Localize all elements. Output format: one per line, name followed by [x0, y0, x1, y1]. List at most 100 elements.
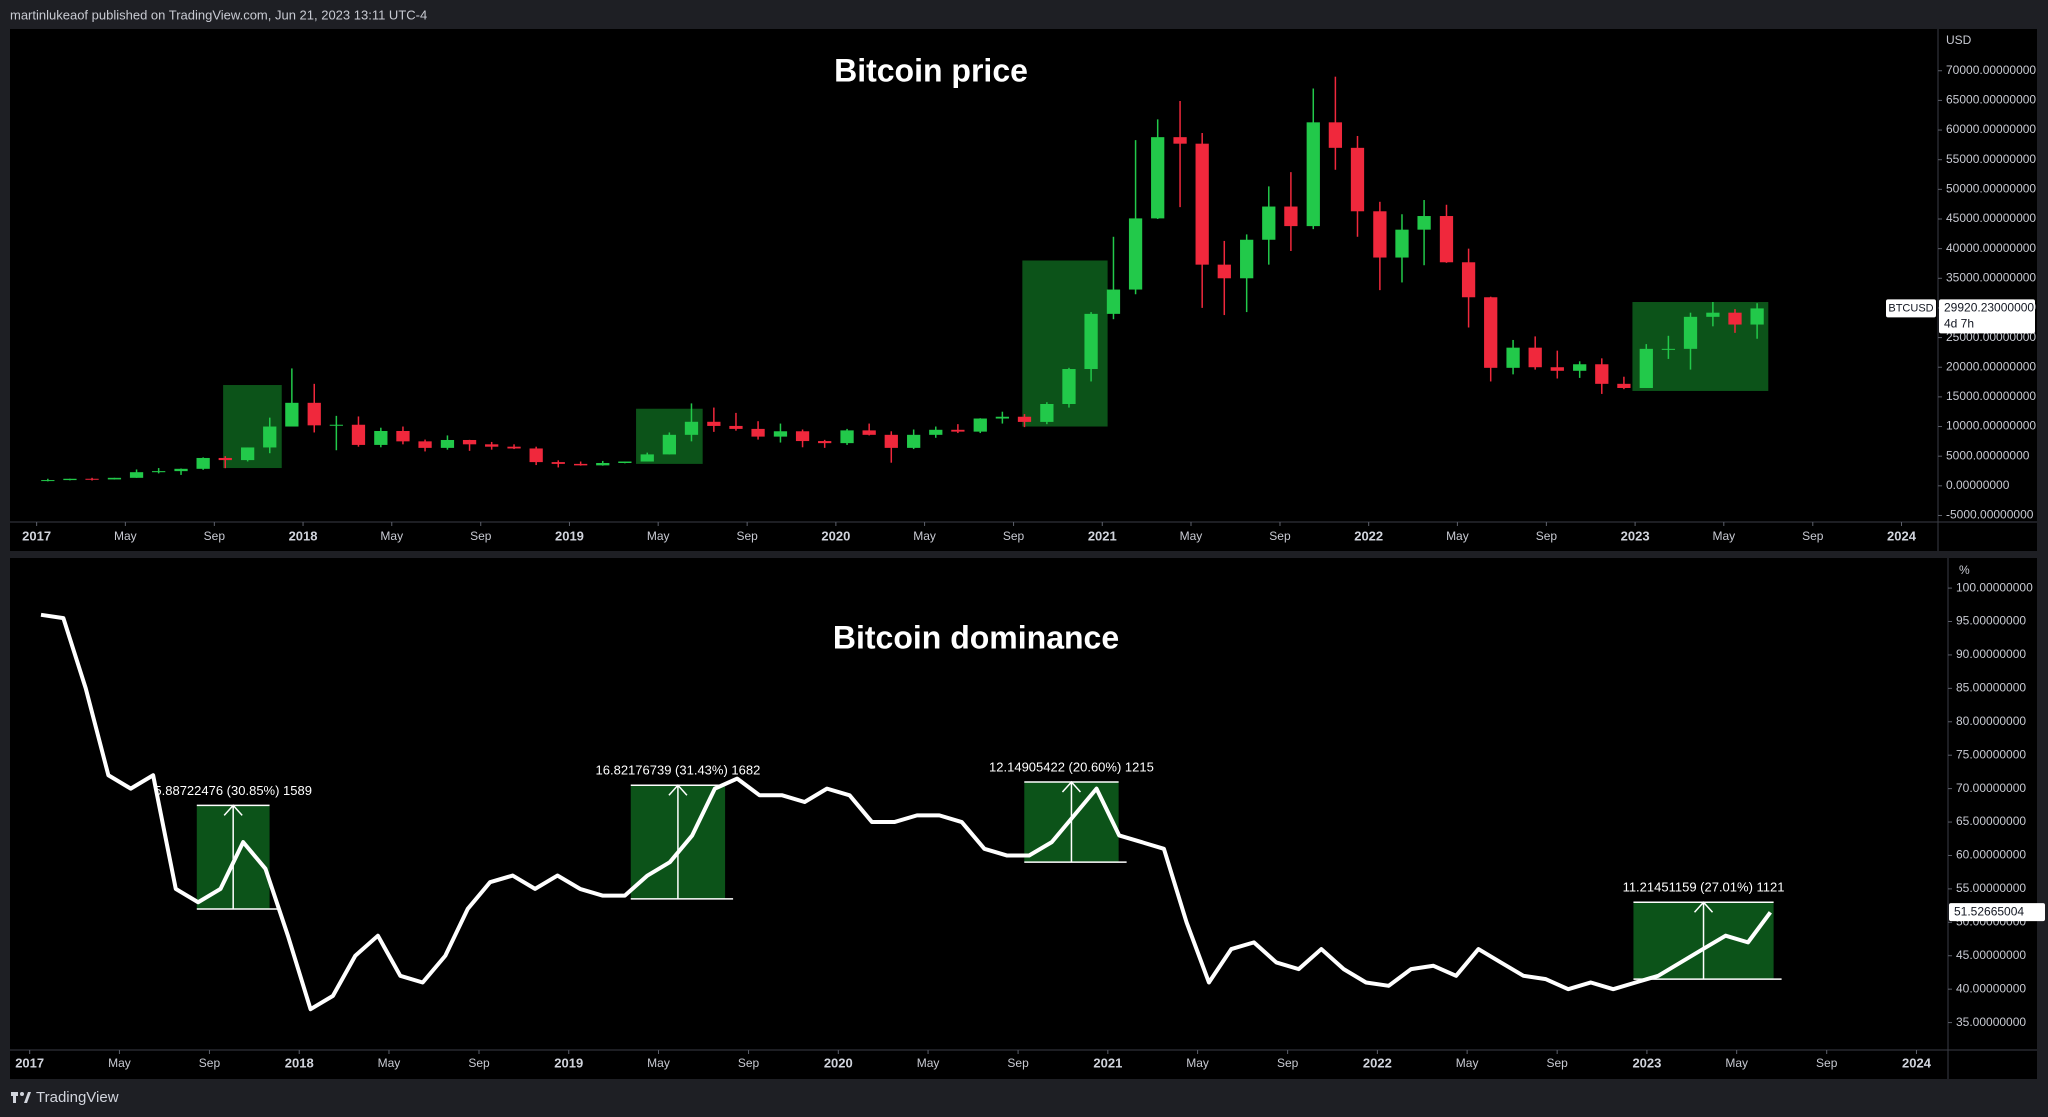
- byline: martinlukeaof published on TradingView.c…: [10, 7, 427, 22]
- measure-arrow: [223, 804, 243, 909]
- x-tick-label: Sep: [1007, 1056, 1029, 1070]
- candle-body: [218, 457, 232, 461]
- candle-body: [1284, 206, 1298, 227]
- y-tick-label: 65.00000000: [1956, 814, 2026, 828]
- y-tick-label: 60000.00000000: [1946, 122, 2036, 136]
- x-tick-label: 2020: [824, 1055, 853, 1070]
- candle-body: [174, 468, 188, 472]
- candle-body: [41, 480, 55, 482]
- candle-body: [662, 434, 676, 455]
- y-tick-label: 20000.00000000: [1946, 359, 2036, 373]
- candle-body: [1461, 262, 1476, 298]
- x-tick-label: Sep: [470, 529, 492, 543]
- x-tick-label: Sep: [738, 1056, 760, 1070]
- last-value: 29920.23000000: [1944, 301, 2034, 315]
- dominance-line: [40, 612, 1772, 1012]
- candle-body: [729, 425, 743, 429]
- y-tick-label: 70000.00000000: [1946, 63, 2036, 77]
- candle-body: [1217, 264, 1231, 279]
- x-tick-label: Sep: [1546, 1056, 1568, 1070]
- y-tick-label: 35000.00000000: [1946, 270, 2036, 284]
- candle-body: [862, 430, 876, 435]
- candle-body: [1328, 122, 1343, 148]
- x-tick-label: May: [1446, 529, 1469, 543]
- candle-body: [107, 477, 122, 480]
- candle-body: [1550, 367, 1564, 371]
- candle-body: [1017, 416, 1032, 422]
- candle-body: [1661, 348, 1676, 350]
- candle-body: [529, 448, 543, 463]
- candle-body: [640, 454, 654, 462]
- brand: TradingView: [36, 1089, 119, 1106]
- candle-body: [929, 429, 943, 435]
- y-tick-label: 35.00000000: [1956, 1015, 2026, 1029]
- candle-body: [440, 439, 455, 448]
- candle-body: [1084, 313, 1098, 370]
- candle-body: [751, 428, 765, 437]
- x-tick-label: 2019: [555, 528, 584, 543]
- x-tick-label: 2023: [1632, 1055, 1661, 1070]
- x-tick-label: 2020: [821, 528, 850, 543]
- y-tick-label: 100.00000000: [1956, 580, 2033, 594]
- x-tick-label: 2019: [554, 1055, 583, 1070]
- x-tick-label: Sep: [1536, 529, 1558, 543]
- y-tick-label: 85.00000000: [1956, 681, 2026, 695]
- candle-body: [263, 426, 277, 448]
- x-tick-label: 2018: [285, 1055, 314, 1070]
- y-tick-label: 50000.00000000: [1946, 182, 2036, 196]
- x-tick-label: 2021: [1088, 528, 1117, 543]
- x-tick-label: 2024: [1902, 1055, 1932, 1070]
- x-tick-label: Sep: [199, 1056, 221, 1070]
- y-tick-label: 90.00000000: [1956, 647, 2026, 661]
- candle-body: [485, 444, 499, 447]
- x-tick-label: May: [114, 529, 137, 543]
- measure-arrow: [668, 784, 688, 899]
- x-tick-label: 2017: [15, 1055, 44, 1070]
- candle-body: [973, 418, 987, 432]
- symbol-tag: BTCUSD: [1888, 302, 1933, 314]
- x-tick-label: Sep: [1003, 529, 1025, 543]
- candle-body: [1062, 369, 1076, 404]
- measure-label: 5.88722476 (30.85%) 1589: [154, 783, 312, 798]
- measure-label: 12.14905422 (20.60%) 1215: [989, 759, 1154, 774]
- y-tick-label: 70.00000000: [1956, 781, 2026, 795]
- y-tick-label: 40.00000000: [1956, 981, 2026, 995]
- measure-arrow: [1693, 901, 1714, 980]
- candle-body: [684, 421, 699, 435]
- candle-body: [418, 441, 432, 448]
- x-tick-label: May: [108, 1056, 131, 1070]
- x-tick-label: 2021: [1093, 1055, 1122, 1070]
- x-tick-label: May: [380, 529, 403, 543]
- candle-body: [1528, 347, 1542, 368]
- candle-body: [85, 478, 99, 480]
- y-tick-label: 45000.00000000: [1946, 211, 2036, 225]
- candle-body: [129, 472, 144, 478]
- candle-body: [551, 462, 565, 464]
- last-value-bg: [1949, 903, 2045, 922]
- brand-logo: [11, 1092, 31, 1103]
- candle-body: [1373, 211, 1387, 258]
- y-tick-label: 55.00000000: [1956, 881, 2026, 895]
- x-tick-label: Sep: [1816, 1056, 1838, 1070]
- x-tick-label: May: [1712, 529, 1735, 543]
- candle-body: [995, 416, 1010, 419]
- candle-body: [307, 402, 321, 426]
- candle-body: [618, 461, 632, 463]
- candle-body: [907, 434, 921, 448]
- x-tick-label: May: [1725, 1056, 1748, 1070]
- x-tick-label: May: [1456, 1056, 1479, 1070]
- x-tick-label: Sep: [736, 529, 758, 543]
- x-tick-label: May: [647, 529, 670, 543]
- y-tick-label: 40000.00000000: [1946, 241, 2036, 255]
- candle-body: [63, 478, 77, 481]
- y-tick-label: -5000.00000000: [1946, 508, 2034, 522]
- candle-body: [1106, 289, 1121, 314]
- candle-body: [1128, 218, 1143, 290]
- candle-body: [884, 434, 898, 448]
- candle-body: [241, 447, 255, 461]
- axis-unit: USD: [1946, 33, 1972, 47]
- candle-body: [1195, 143, 1209, 265]
- axis-unit: %: [1959, 563, 1970, 577]
- candle-body: [1350, 147, 1365, 212]
